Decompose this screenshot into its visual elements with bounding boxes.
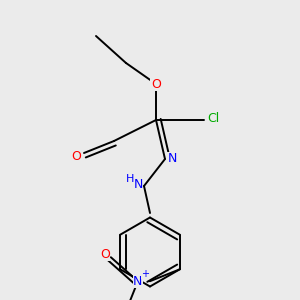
Text: O: O bbox=[72, 149, 81, 163]
Text: +: + bbox=[141, 269, 149, 279]
Text: O: O bbox=[100, 248, 110, 261]
Text: N: N bbox=[133, 275, 142, 288]
Text: H: H bbox=[126, 173, 135, 184]
Text: N: N bbox=[133, 178, 143, 191]
Text: Cl: Cl bbox=[207, 112, 219, 125]
Text: N: N bbox=[168, 152, 177, 166]
Text: O: O bbox=[151, 77, 161, 91]
